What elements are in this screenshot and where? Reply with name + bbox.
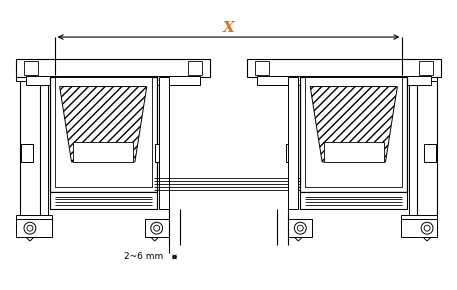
Bar (324, 142, 383, 162)
Bar (16, 215, 52, 221)
Bar (401, 215, 437, 221)
Bar (145, 219, 169, 237)
Bar (21, 144, 33, 162)
Bar (288, 77, 298, 209)
Bar (288, 219, 312, 237)
Bar (50, 77, 157, 192)
Circle shape (294, 222, 306, 234)
Bar (424, 144, 436, 162)
Bar (16, 219, 52, 237)
Bar (419, 61, 433, 75)
Circle shape (154, 225, 159, 231)
Bar (40, 72, 48, 221)
Circle shape (27, 225, 33, 231)
Bar (16, 59, 210, 77)
Text: 2~6 mm: 2~6 mm (124, 252, 163, 261)
Circle shape (298, 225, 303, 231)
Bar (409, 72, 417, 221)
Bar (247, 59, 441, 77)
Bar (74, 142, 133, 162)
Bar (287, 144, 298, 162)
Text: X: X (223, 21, 234, 35)
Bar (24, 61, 38, 75)
Bar (26, 76, 200, 85)
Circle shape (421, 222, 433, 234)
Bar (401, 219, 437, 237)
Bar (188, 61, 202, 75)
Bar (159, 77, 169, 209)
Bar (55, 77, 152, 186)
Bar (257, 76, 431, 85)
Bar (255, 61, 269, 75)
Bar (401, 75, 437, 81)
Bar (300, 77, 407, 192)
Bar (20, 72, 40, 221)
Bar (305, 77, 402, 186)
Bar (16, 75, 52, 81)
Bar (155, 144, 167, 162)
Circle shape (151, 222, 163, 234)
Bar (417, 72, 437, 221)
Bar (300, 192, 407, 209)
Bar (50, 192, 157, 209)
Circle shape (424, 225, 430, 231)
Polygon shape (310, 87, 398, 162)
Polygon shape (59, 87, 147, 162)
Circle shape (24, 222, 36, 234)
